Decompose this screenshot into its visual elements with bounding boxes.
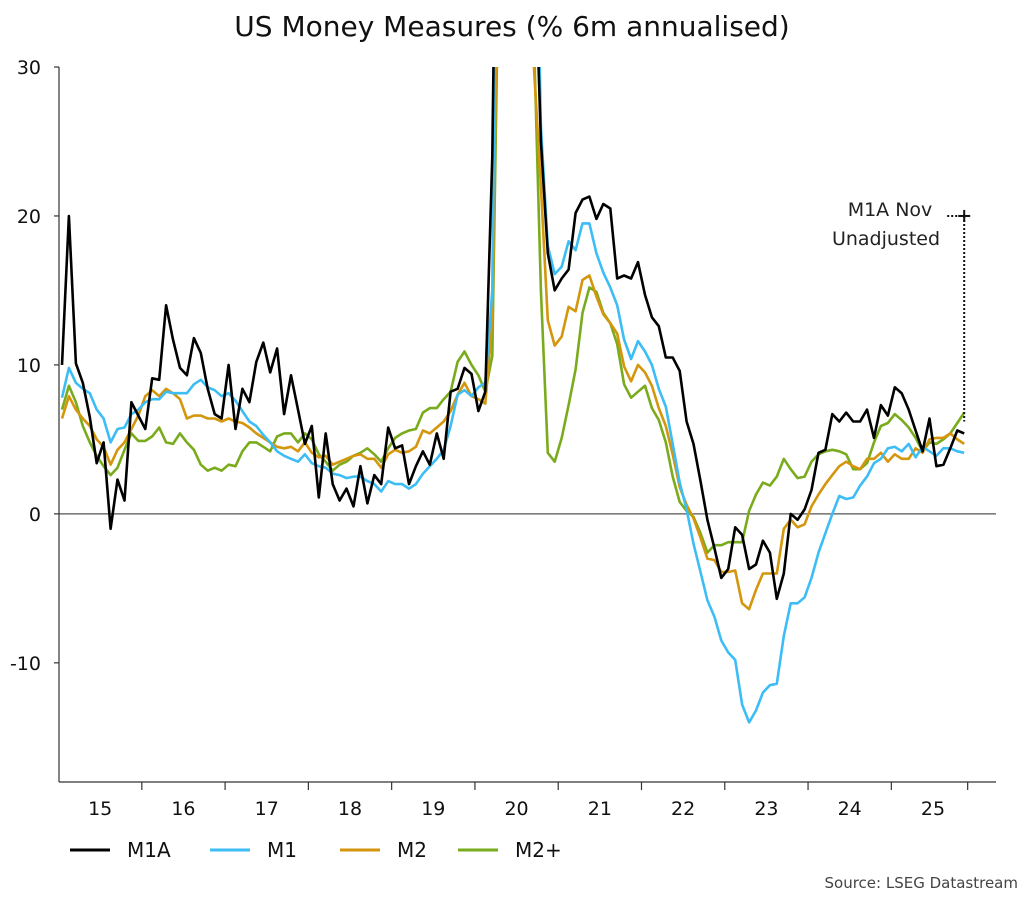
annotation-line1: M1A Nov [848, 199, 933, 221]
chart-title: US Money Measures (% 6m annualised) [234, 10, 789, 43]
x-tick-label: 22 [671, 798, 695, 820]
x-tick-label: 16 [171, 798, 195, 820]
x-tick-label: 15 [88, 798, 112, 820]
y-tick-label: 20 [17, 206, 41, 228]
annotation-line2: Unadjusted [832, 228, 940, 250]
series-line-m1 [60, 67, 965, 724]
y-tick-label: 0 [29, 504, 41, 526]
legend-label: M2 [397, 838, 427, 862]
legend-label: M1 [267, 838, 297, 862]
axes: 30 20 10 0 -10 15 16 17 18 19 20 21 22 23 24 25 [10, 57, 996, 820]
x-tick-label: 20 [504, 798, 528, 820]
annotation: M1A Nov Unadjusted [832, 199, 971, 422]
source-note: Source: LSEG Datastream [825, 874, 1018, 892]
x-tick-label: 18 [338, 798, 362, 820]
x-tick-label: 25 [921, 798, 945, 820]
series-line-m1a [60, 67, 965, 601]
series-line-m2plus [60, 67, 966, 554]
legend: M1A M1 M2 M2+ [70, 838, 562, 862]
y-tick-label: 10 [17, 355, 41, 377]
y-tick-label: 30 [17, 57, 41, 79]
x-tick-label: 23 [754, 798, 778, 820]
legend-label: M2+ [515, 838, 562, 862]
legend-label: M1A [127, 838, 171, 862]
series-line-m2 [60, 67, 965, 611]
series-lines [60, 67, 966, 724]
x-tick-label: 21 [588, 798, 612, 820]
x-tick-label: 24 [838, 798, 862, 820]
x-tick-label: 19 [421, 798, 445, 820]
x-tick-label: 17 [255, 798, 279, 820]
y-tick-label: -10 [10, 653, 41, 675]
